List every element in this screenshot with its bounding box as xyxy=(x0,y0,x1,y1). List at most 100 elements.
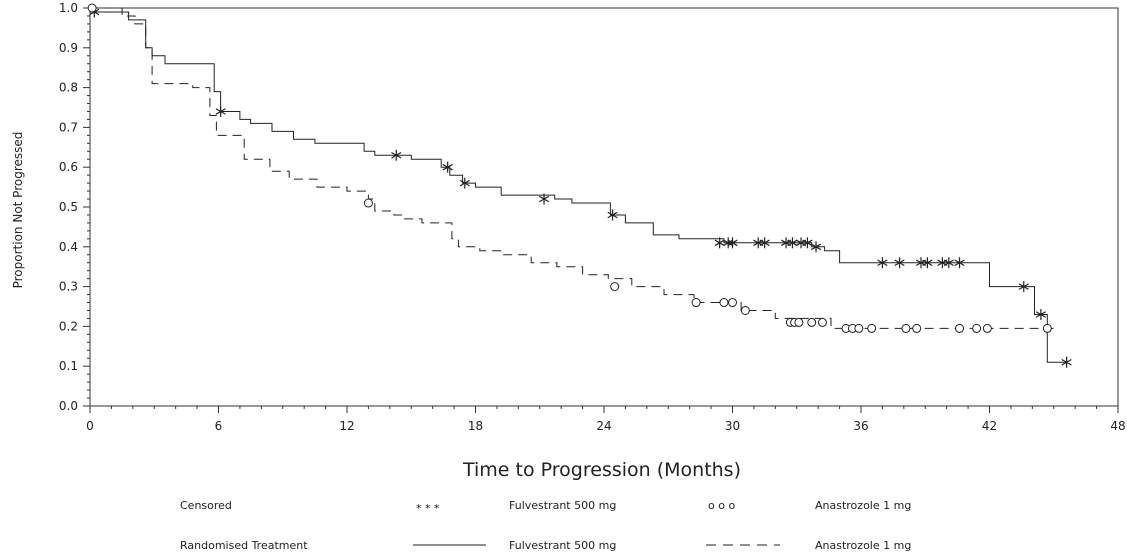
censor-mark-fulvestrant-500-mg-7 xyxy=(714,237,725,249)
censor-mark-anastrozole-1-mg-17 xyxy=(912,323,922,333)
censor-stroke-2 xyxy=(810,243,822,251)
y-tick-label-5: 0.5 xyxy=(59,200,78,214)
legend-row-label-censored: Censored xyxy=(180,499,232,512)
censor-mark-fulvestrant-500-mg-11 xyxy=(759,237,770,249)
x-tick-label-3: 18 xyxy=(468,419,483,433)
legend-label-fulvestrant-censored: Fulvestrant 500 mg xyxy=(509,499,616,512)
y-tick-label-8: 0.8 xyxy=(59,81,78,95)
censor-mark-fulvestrant-500-mg-25 xyxy=(1035,308,1046,320)
censor-mark-fulvestrant-500-mg-16 xyxy=(810,241,822,253)
censor-mark-anastrozole-1-mg-21 xyxy=(1042,323,1052,333)
legend-row-label-treatment: Randomised Treatment xyxy=(180,539,308,552)
censor-stroke-2 xyxy=(802,239,813,247)
censor-mark-anastrozole-1-mg-16 xyxy=(901,323,911,333)
censor-stroke-2 xyxy=(943,259,954,266)
y-tick-label-7: 0.7 xyxy=(59,120,78,134)
x-tick-label-2: 12 xyxy=(339,419,354,433)
censor-mark-fulvestrant-500-mg-23 xyxy=(954,257,965,269)
censor-stroke-2 xyxy=(89,8,100,16)
censor-mark-fulvestrant-500-mg-8 xyxy=(723,237,734,249)
censor-mark-fulvestrant-500-mg-4 xyxy=(459,177,470,189)
y-tick-label-0: 0.0 xyxy=(59,399,78,413)
x-tick-label-5: 30 xyxy=(725,419,740,433)
censor-mark-fulvestrant-500-mg-18 xyxy=(894,257,905,269)
censor-mark-fulvestrant-500-mg-1 xyxy=(215,105,226,117)
censor-stroke-2 xyxy=(1061,358,1072,366)
y-tick-label-3: 0.3 xyxy=(59,280,78,294)
legend-circle-symbols: o o o xyxy=(708,499,735,512)
censor-stroke-2 xyxy=(1035,311,1046,318)
censor-mark-fulvestrant-500-mg-5 xyxy=(538,193,550,205)
censor-mark-fulvestrant-500-mg-13 xyxy=(787,237,798,249)
censor-mark-anastrozole-1-mg-3 xyxy=(691,298,701,308)
y-tick-label-1: 0.1 xyxy=(59,359,78,373)
censor-mark-anastrozole-1-mg-5 xyxy=(728,298,737,308)
censor-stroke-2 xyxy=(954,259,965,266)
censor-mark-fulvestrant-500-mg-26 xyxy=(1061,356,1072,368)
y-axis-title: Proportion Not Progressed xyxy=(11,132,25,289)
legend: Censored * * * Fulvestrant 500 mg o o o … xyxy=(180,499,911,552)
legend-asterisk-symbols: * * * xyxy=(416,502,440,515)
censor-mark-anastrozole-1-mg-4 xyxy=(719,298,729,308)
censor-mark-fulvestrant-500-mg-15 xyxy=(802,237,813,249)
censor-stroke-2 xyxy=(391,151,402,159)
censor-mark-anastrozole-1-mg-11 xyxy=(817,317,827,327)
censor-mark-anastrozole-1-mg-0 xyxy=(87,3,97,13)
censor-stroke-2 xyxy=(894,259,905,266)
censor-mark-fulvestrant-500-mg-2 xyxy=(391,149,402,161)
y-axis: 0.0 0.1 0.2 0.3 0.4 0.5 0.6 0.7 0.8 0.9 1.0 xyxy=(59,1,90,413)
censor-mark-anastrozole-1-mg-15 xyxy=(867,323,877,333)
censor-mark-anastrozole-1-mg-9 xyxy=(794,317,804,327)
censor-stroke-2 xyxy=(442,163,453,171)
series-line-anastrozole-1-mg xyxy=(90,7,1054,329)
censor-stroke-2 xyxy=(877,259,888,266)
censor-mark-anastrozole-1-mg-19 xyxy=(972,323,982,333)
censor-mark-fulvestrant-500-mg-20 xyxy=(922,257,933,269)
censor-stroke-2 xyxy=(215,108,226,115)
censor-stroke-2 xyxy=(727,239,738,247)
legend-label-fulvestrant-line: Fulvestrant 500 mg xyxy=(509,539,616,552)
x-tick-label-4: 24 xyxy=(596,419,611,433)
censor-stroke-2 xyxy=(723,239,734,247)
x-tick-label-6: 36 xyxy=(853,419,868,433)
series-layer xyxy=(87,3,1072,368)
x-tick-label-8: 48 xyxy=(1110,419,1125,433)
censor-mark-fulvestrant-500-mg-9 xyxy=(727,237,738,249)
x-axis: 0 6 12 18 24 30 36 42 48 xyxy=(86,406,1126,433)
x-tick-label-0: 0 xyxy=(86,419,94,433)
censor-mark-fulvestrant-500-mg-24 xyxy=(1018,281,1029,293)
legend-label-anastrozole-censored: Anastrozole 1 mg xyxy=(815,499,911,512)
censor-stroke-2 xyxy=(1018,283,1029,290)
censor-mark-fulvestrant-500-mg-3 xyxy=(442,161,453,173)
censor-mark-fulvestrant-500-mg-6 xyxy=(607,209,618,221)
y-tick-label-4: 0.4 xyxy=(59,240,78,254)
x-axis-title: Time to Progression (Months) xyxy=(462,459,741,481)
y-tick-label-2: 0.2 xyxy=(59,319,78,333)
x-tick-label-1: 6 xyxy=(215,419,223,433)
censor-mark-anastrozole-1-mg-6 xyxy=(740,305,750,315)
censor-mark-anastrozole-1-mg-1 xyxy=(363,198,373,208)
censor-mark-anastrozole-1-mg-20 xyxy=(982,323,992,333)
y-tick-label-10: 1.0 xyxy=(59,1,78,15)
censor-mark-anastrozole-1-mg-10 xyxy=(807,317,817,327)
plot-area xyxy=(89,7,1119,407)
censor-mark-anastrozole-1-mg-2 xyxy=(610,282,620,292)
censor-mark-anastrozole-1-mg-14 xyxy=(854,323,864,333)
plot-frame xyxy=(89,7,1119,407)
censor-stroke-2 xyxy=(922,259,933,266)
y-tick-label-6: 0.6 xyxy=(59,160,78,174)
censor-stroke-2 xyxy=(787,239,798,247)
censor-stroke-2 xyxy=(459,179,470,187)
censor-mark-fulvestrant-500-mg-22 xyxy=(943,257,954,269)
censor-stroke-2 xyxy=(538,195,550,203)
series-line-fulvestrant-500-mg xyxy=(90,11,1067,363)
censor-stroke-2 xyxy=(714,239,725,247)
x-tick-label-7: 42 xyxy=(982,419,997,433)
censor-mark-fulvestrant-500-mg-17 xyxy=(877,257,888,269)
y-tick-label-9: 0.9 xyxy=(59,41,78,55)
censor-mark-anastrozole-1-mg-18 xyxy=(955,323,965,333)
legend-label-anastrozole-line: Anastrozole 1 mg xyxy=(815,539,911,552)
censor-stroke-2 xyxy=(759,239,770,247)
censor-stroke-2 xyxy=(607,211,618,219)
